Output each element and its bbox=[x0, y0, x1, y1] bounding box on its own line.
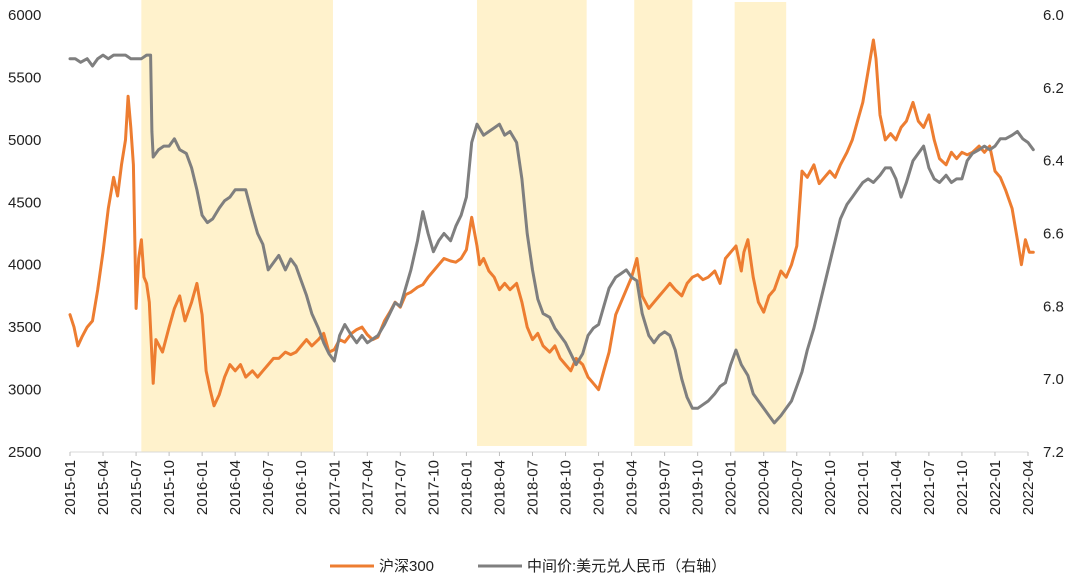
x-tick-label: 2018-04 bbox=[491, 460, 508, 515]
x-tick-label: 2015-07 bbox=[128, 460, 145, 515]
x-tick-label: 2015-10 bbox=[161, 460, 178, 515]
x-tick-label: 2015-04 bbox=[95, 460, 112, 515]
x-tick-label: 2021-01 bbox=[855, 460, 872, 515]
shaded-period bbox=[141, 0, 333, 452]
x-tick-label: 2021-04 bbox=[888, 460, 905, 515]
x-tick-label: 2022-04 bbox=[1020, 460, 1037, 515]
x-tick-label: 2019-07 bbox=[657, 460, 674, 515]
left-tick-label: 4500 bbox=[8, 194, 41, 211]
right-tick-label: 6.8 bbox=[1043, 298, 1064, 315]
series-line-hs300 bbox=[68, 38, 1035, 408]
x-tick-label: 2017-04 bbox=[359, 460, 376, 515]
right-tick-label: 7.2 bbox=[1043, 444, 1064, 461]
x-tick-label: 2015-01 bbox=[62, 460, 79, 515]
x-tick-label: 2017-10 bbox=[425, 460, 442, 515]
axes: 2500 3000 3500 4000 4500 5000 5500 6000 6.0 6.2 6.… bbox=[8, 7, 1064, 515]
shaded-period bbox=[734, 2, 787, 452]
shaded-periods bbox=[141, 0, 787, 452]
x-tick-label: 2018-01 bbox=[458, 460, 475, 515]
left-tick-label: 3000 bbox=[8, 382, 41, 399]
x-tick-label: 2019-10 bbox=[690, 460, 707, 515]
x-tick-label: 2020-04 bbox=[756, 460, 773, 515]
x-tick-label: 2019-04 bbox=[624, 460, 641, 515]
x-tick-label: 2016-01 bbox=[194, 460, 211, 515]
legend-label: 沪深300 bbox=[379, 558, 434, 575]
right-tick-label: 6.6 bbox=[1043, 226, 1064, 243]
series-line-usdcny bbox=[68, 53, 1035, 425]
left-tick-label: 5000 bbox=[8, 132, 41, 149]
x-tick-label: 2020-10 bbox=[822, 460, 839, 515]
shaded-period bbox=[634, 0, 693, 446]
x-tick-label: 2021-07 bbox=[921, 460, 938, 515]
left-tick-label: 3500 bbox=[8, 319, 41, 336]
shaded-period bbox=[476, 0, 587, 446]
right-tick-label: 7.0 bbox=[1043, 371, 1064, 388]
x-tick-label: 2020-07 bbox=[789, 460, 806, 515]
series-lines bbox=[68, 38, 1035, 425]
x-tick-label: 2018-07 bbox=[524, 460, 541, 515]
x-tick-label: 2018-10 bbox=[558, 460, 575, 515]
x-tick-label: 2017-01 bbox=[326, 460, 343, 515]
x-tick-label: 2022-01 bbox=[987, 460, 1004, 515]
x-tick-label: 2016-04 bbox=[227, 460, 244, 515]
left-tick-label: 5500 bbox=[8, 69, 41, 86]
x-tick-label: 2021-10 bbox=[954, 460, 971, 515]
x-tick-label: 2017-07 bbox=[392, 460, 409, 515]
left-tick-label: 4000 bbox=[8, 257, 41, 274]
x-tick-label: 2019-01 bbox=[591, 460, 608, 515]
x-tick-label: 2020-01 bbox=[723, 460, 740, 515]
right-tick-label: 6.4 bbox=[1043, 153, 1064, 170]
legend-label: 中间价:美元兑人民币（右轴） bbox=[527, 558, 726, 575]
left-tick-label: 6000 bbox=[8, 7, 41, 24]
legend: 沪深300 中间价:美元兑人民币（右轴） bbox=[330, 558, 726, 575]
right-tick-label: 6.0 bbox=[1043, 7, 1064, 24]
x-tick-label: 2016-07 bbox=[260, 460, 277, 515]
right-tick-label: 6.2 bbox=[1043, 80, 1064, 97]
left-tick-label: 2500 bbox=[8, 444, 41, 461]
x-tick-label: 2016-10 bbox=[293, 460, 310, 515]
